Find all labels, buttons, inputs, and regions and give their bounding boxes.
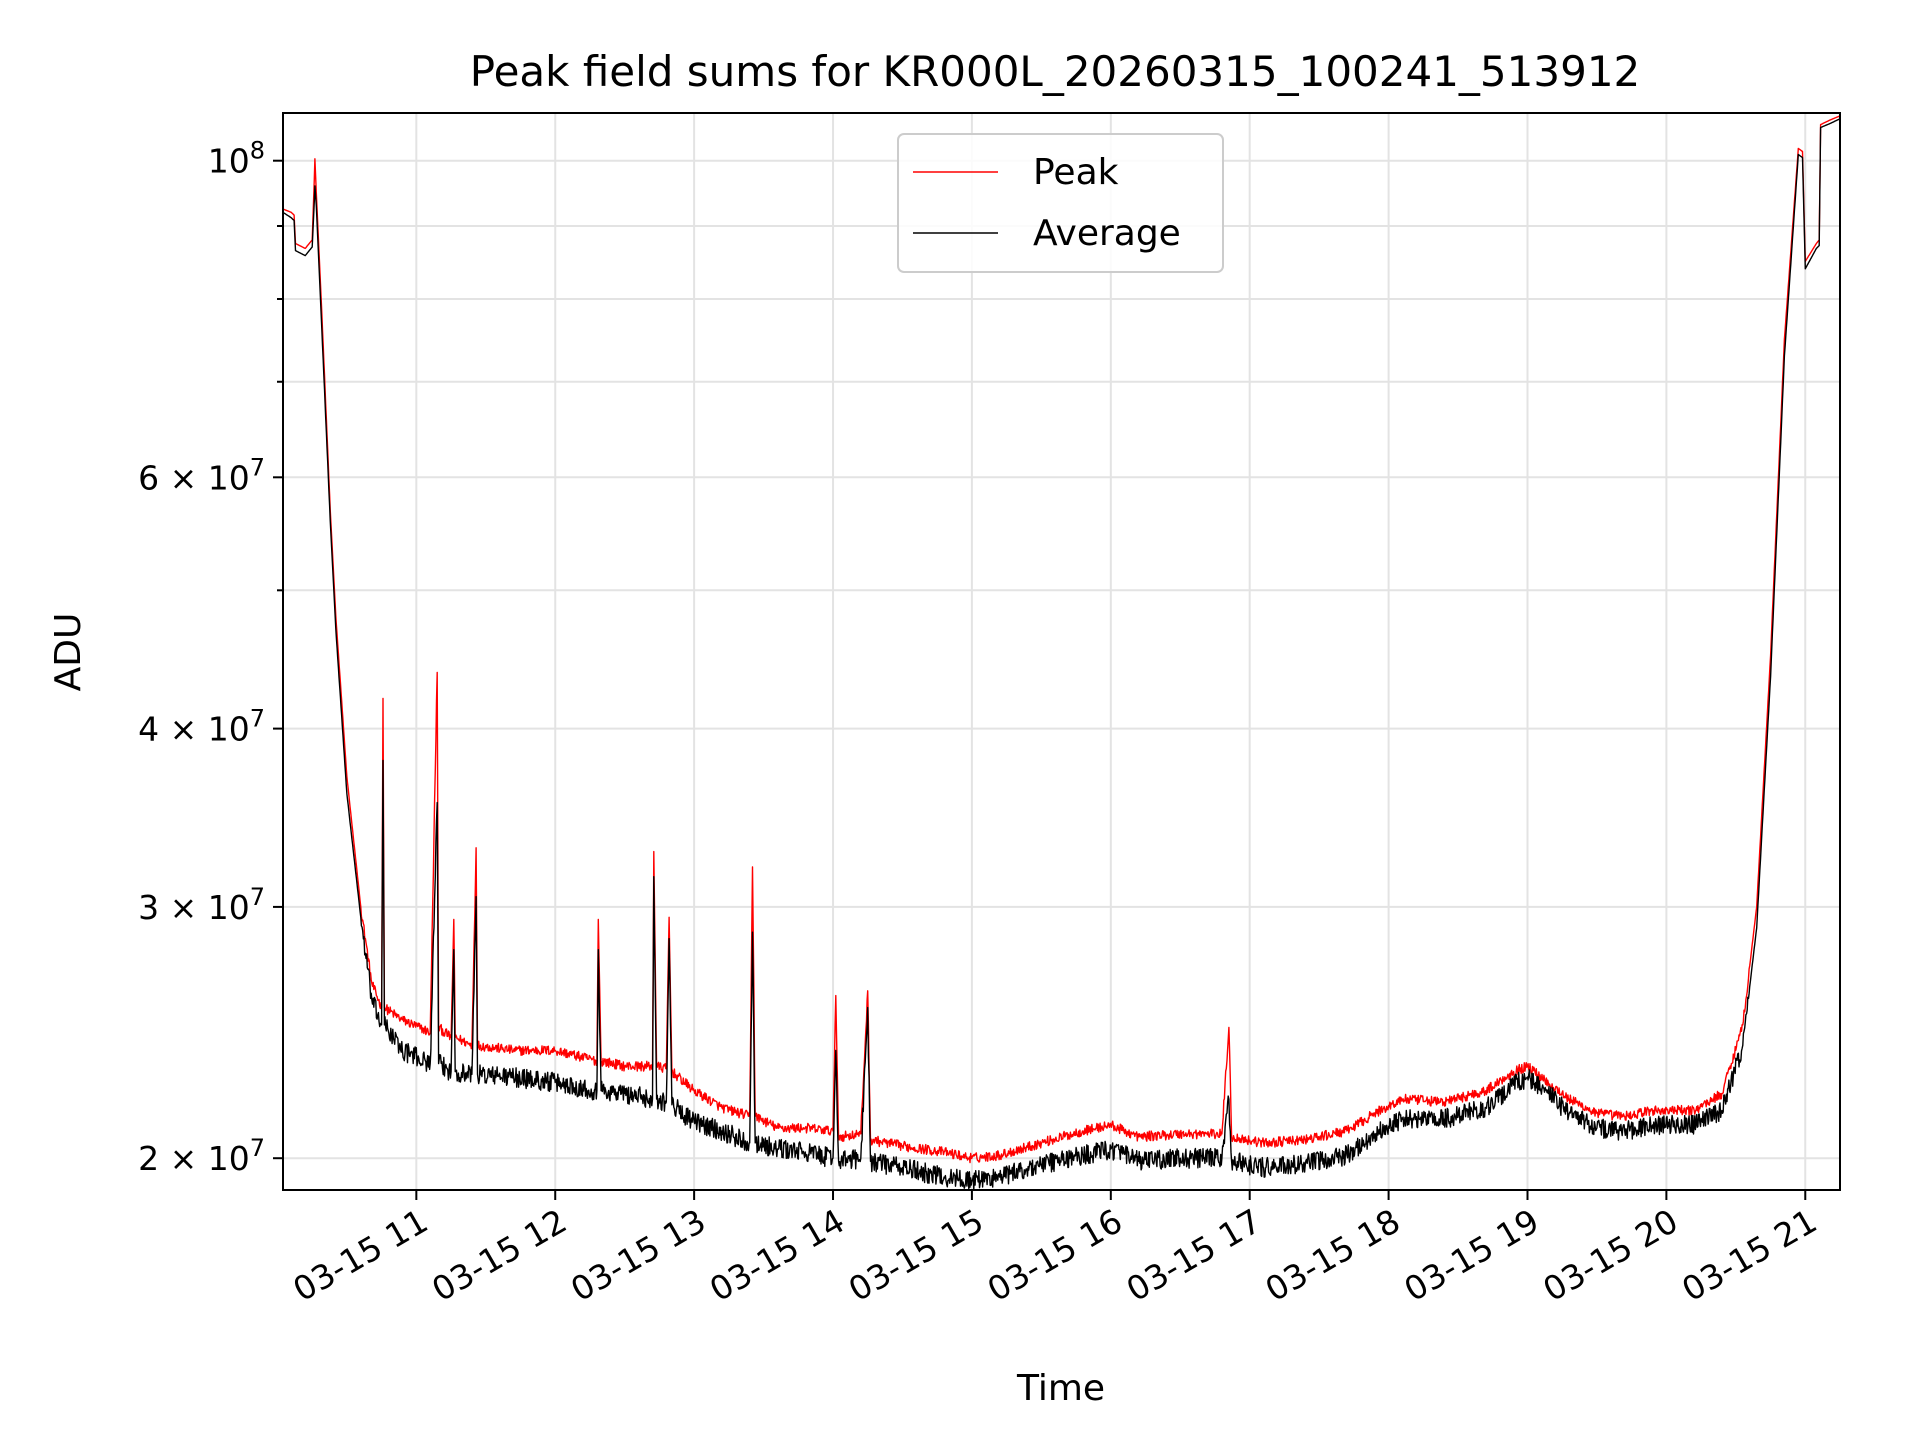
- plot-frame: [282, 112, 1841, 1191]
- x-axis-label: Time: [1016, 1368, 1105, 1409]
- y-tick-label: 3 × 107: [138, 883, 265, 927]
- legend-label-peak: Peak: [1033, 152, 1119, 193]
- series-line-peak: [282, 115, 1841, 1164]
- y-tick-label: 108: [208, 137, 265, 181]
- grid: [283, 113, 1840, 1190]
- series-line-average: [282, 118, 1841, 1191]
- y-tick-label: 2 × 107: [138, 1134, 265, 1178]
- series-layer: [282, 115, 1841, 1191]
- chart-title: Peak field sums for KR000L_20260315_1002…: [470, 47, 1641, 96]
- y-axis-label: ADU: [48, 613, 89, 692]
- y-tick-label: 4 × 107: [138, 705, 265, 749]
- legend-label-average: Average: [1033, 213, 1181, 254]
- legend-box: [897, 133, 1224, 273]
- y-tick-label: 6 × 107: [138, 453, 265, 497]
- legend: Peak Average: [897, 133, 1224, 273]
